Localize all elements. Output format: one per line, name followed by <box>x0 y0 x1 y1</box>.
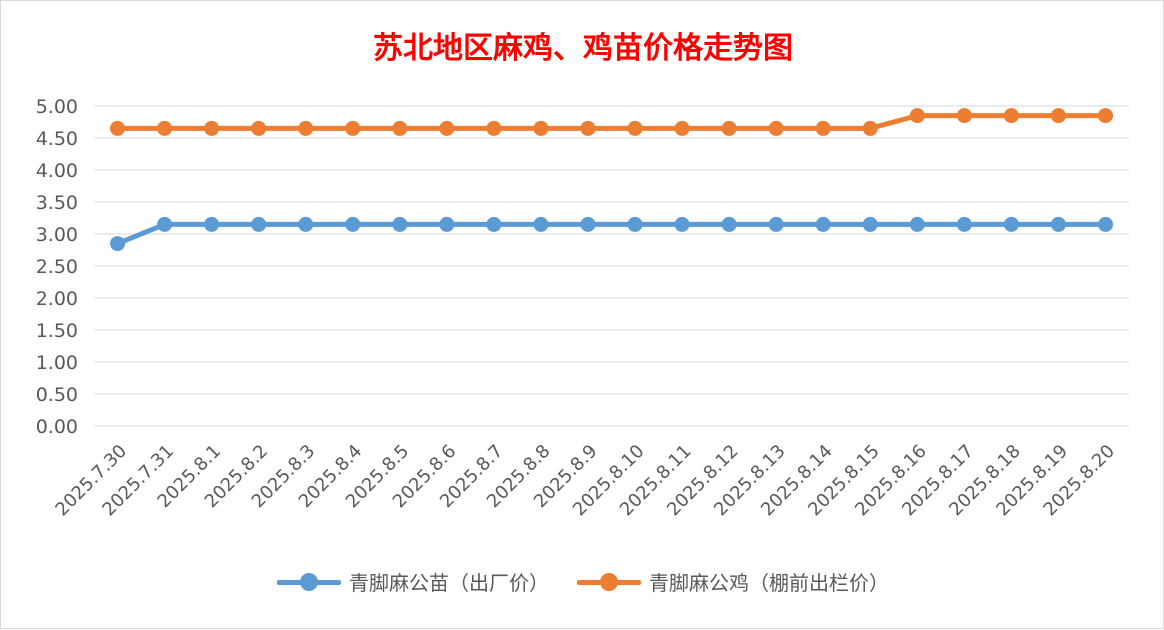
data-point-s0-19 <box>1003 216 1019 232</box>
legend-swatch-series-1 <box>577 572 641 592</box>
data-point-s0-3 <box>251 216 267 232</box>
data-point-s0-21 <box>1097 216 1113 232</box>
data-point-s1-6 <box>392 120 408 136</box>
y-tick-label-10: 5.00 <box>36 96 78 118</box>
data-point-s1-7 <box>439 120 455 136</box>
data-point-s0-2 <box>204 216 220 232</box>
data-point-s1-20 <box>1050 108 1066 124</box>
data-point-s0-4 <box>298 216 314 232</box>
data-point-s1-10 <box>580 120 596 136</box>
y-tick-label-0: 0.00 <box>36 416 78 438</box>
legend-label-series-0: 青脚麻公苗（出厂价） <box>349 571 549 595</box>
data-point-s1-14 <box>768 120 784 136</box>
data-point-s1-19 <box>1003 108 1019 124</box>
data-point-s0-11 <box>627 216 643 232</box>
y-tick-label-8: 4.00 <box>36 160 78 182</box>
data-point-s1-8 <box>486 120 502 136</box>
data-point-s0-13 <box>721 216 737 232</box>
data-point-s1-18 <box>956 108 972 124</box>
y-tick-label-5: 2.50 <box>36 256 78 278</box>
y-tick-label-2: 1.00 <box>36 352 78 374</box>
data-point-s0-18 <box>956 216 972 232</box>
data-point-s1-12 <box>674 120 690 136</box>
data-point-s0-5 <box>345 216 361 232</box>
data-point-s0-17 <box>909 216 925 232</box>
data-point-s1-15 <box>815 120 831 136</box>
data-point-s1-9 <box>533 120 549 136</box>
series-line-0 <box>115 221 1108 247</box>
data-point-s0-6 <box>392 216 408 232</box>
legend: 青脚麻公苗（出厂价） 青脚麻公鸡（棚前出栏价） <box>1 567 1164 596</box>
data-point-s0-14 <box>768 216 784 232</box>
legend-label-series-1: 青脚麻公鸡（棚前出栏价） <box>649 571 889 595</box>
data-point-s1-21 <box>1097 108 1113 124</box>
data-point-s0-9 <box>533 216 549 232</box>
data-point-s0-12 <box>674 216 690 232</box>
series-line-1 <box>115 113 1108 131</box>
chart-title: 苏北地区麻鸡、鸡苗价格走势图 <box>373 31 793 66</box>
data-point-s1-0 <box>110 120 126 136</box>
data-point-s1-17 <box>909 108 925 124</box>
data-point-s0-15 <box>815 216 831 232</box>
y-tick-label-6: 3.00 <box>36 224 78 246</box>
data-point-s1-13 <box>721 120 737 136</box>
data-point-s1-5 <box>345 120 361 136</box>
y-tick-label-4: 2.00 <box>36 288 78 310</box>
data-point-s0-7 <box>439 216 455 232</box>
data-point-s1-2 <box>204 120 220 136</box>
data-point-s1-11 <box>627 120 643 136</box>
y-tick-label-9: 4.50 <box>36 128 78 150</box>
data-point-s1-3 <box>251 120 267 136</box>
y-tick-label-3: 1.50 <box>36 320 78 342</box>
data-point-s0-20 <box>1050 216 1066 232</box>
data-point-s0-0 <box>110 236 126 252</box>
data-point-s0-16 <box>862 216 878 232</box>
data-point-s1-16 <box>862 120 878 136</box>
data-point-s1-4 <box>298 120 314 136</box>
data-point-s0-1 <box>157 216 173 232</box>
data-point-s0-8 <box>486 216 502 232</box>
y-tick-label-7: 3.50 <box>36 192 78 214</box>
legend-item-series-1: 青脚麻公鸡（棚前出栏价） <box>577 567 889 596</box>
legend-item-series-0: 青脚麻公苗（出厂价） <box>277 567 549 596</box>
data-point-s1-1 <box>157 120 173 136</box>
data-point-s0-10 <box>580 216 596 232</box>
y-tick-label-1: 0.50 <box>36 384 78 406</box>
legend-swatch-series-0 <box>277 572 341 592</box>
